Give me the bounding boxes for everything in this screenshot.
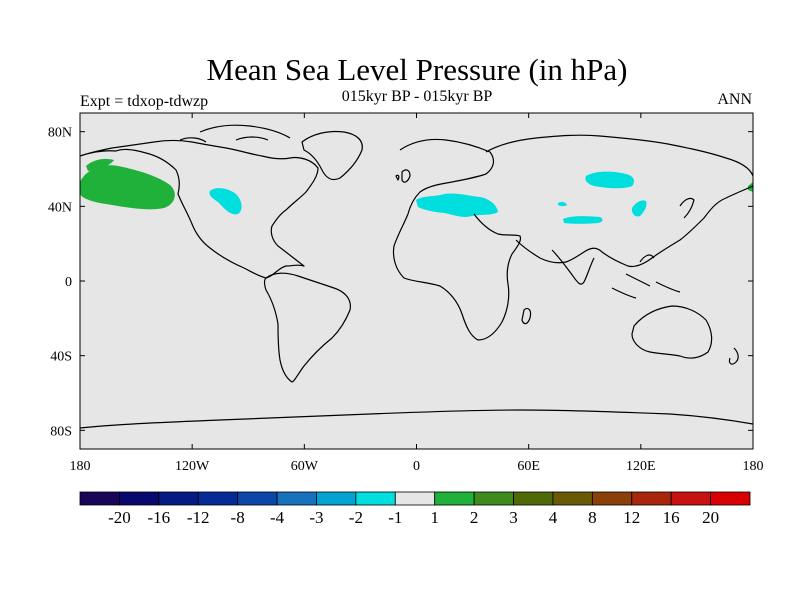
colorbar-label: -20 xyxy=(108,508,131,527)
colorbar-label: -12 xyxy=(187,508,210,527)
colorbar-label: 12 xyxy=(623,508,640,527)
greenland-coastline xyxy=(301,130,363,181)
axis-ticks: 80N 40N 0 40S 80S 180 120W 60W 0 60E 120E 180 xyxy=(48,113,764,474)
colorbar-swatch xyxy=(237,491,278,506)
colorbar-swatch xyxy=(394,491,436,506)
colorbar-swatch xyxy=(434,491,475,506)
colorbar-swatch xyxy=(552,491,593,506)
colorbar-swatch xyxy=(591,491,633,506)
colorbar-label: -4 xyxy=(270,508,285,527)
map-title: Mean Sea Level Pressure (in hPa) xyxy=(206,52,628,87)
arctic-islands-coastline xyxy=(179,124,291,143)
colorbar-label: -3 xyxy=(309,508,323,527)
lon-tick-label: 60W xyxy=(291,459,319,474)
colorbar-swatch xyxy=(316,491,357,506)
lat-tick-label: 80N xyxy=(48,126,72,141)
japan-coastline xyxy=(679,197,695,219)
lat-tick-label: 40S xyxy=(50,350,72,365)
anomaly-central-north-america xyxy=(209,188,242,215)
anomaly-central-asia-small xyxy=(558,201,567,207)
colorbar-label: 4 xyxy=(549,508,558,527)
experiment-label: Expt = tdxop-tdwzp xyxy=(80,93,209,110)
colorbar-label: -8 xyxy=(231,508,245,527)
colorbar-swatch xyxy=(670,491,711,506)
antarctica-coastline xyxy=(79,409,754,429)
anomaly-northeast-china xyxy=(631,200,647,217)
lat-tick-label: 80S xyxy=(50,424,72,439)
lat-tick-label: 0 xyxy=(65,275,72,290)
season-label: ANN xyxy=(717,91,752,108)
colorbar-swatch xyxy=(513,491,554,506)
colorbar-swatch xyxy=(79,491,120,506)
colorbar-label: 8 xyxy=(588,508,597,527)
colorbar-swatch xyxy=(119,491,160,506)
australia-coastline xyxy=(631,305,713,359)
southeast-asia-islands xyxy=(611,254,681,299)
colorbar-label: -2 xyxy=(349,508,363,527)
colorbar-label: 20 xyxy=(702,508,719,527)
map-subtitle: 015kyr BP - 015kyr BP xyxy=(341,88,493,105)
lon-tick-label: 60E xyxy=(517,459,540,474)
anomaly-siberia xyxy=(585,171,634,189)
colorbar-label: 2 xyxy=(470,508,479,527)
colorbar-swatch xyxy=(710,491,751,506)
lon-tick-label: 0 xyxy=(413,459,420,474)
anomaly-europe-black-sea xyxy=(416,193,498,217)
madagascar-coastline xyxy=(521,307,532,325)
asia-coastline xyxy=(485,134,754,268)
anomaly-north-pacific xyxy=(80,165,175,210)
colorbar-swatch xyxy=(276,491,317,506)
south-america-coastline xyxy=(263,272,351,383)
colorbar: -20 -16 -12 -8 -4 -3 -2 -1 1 2 3 4 8 12 16 20 xyxy=(79,491,751,527)
colorbar-swatch xyxy=(197,491,239,506)
lon-tick-label: 120W xyxy=(175,459,210,474)
colorbar-swatch xyxy=(355,491,396,506)
colorbar-label: 1 xyxy=(430,508,439,527)
colorbar-label: 16 xyxy=(663,508,680,527)
europe-africa-coastline xyxy=(392,138,522,341)
colorbar-label: -16 xyxy=(147,508,170,527)
colorbar-label: 3 xyxy=(509,508,518,527)
anomaly-layer xyxy=(80,158,753,224)
anomaly-central-asia xyxy=(563,216,603,224)
lon-tick-label: 120E xyxy=(626,459,656,474)
coastline-layer xyxy=(79,124,754,429)
lon-tick-label: 180 xyxy=(70,459,91,474)
colorbar-swatch xyxy=(631,491,672,506)
new-zealand-coastline xyxy=(728,347,739,365)
colorbar-swatch xyxy=(158,491,199,506)
lon-tick-label: 180 xyxy=(743,459,764,474)
colorbar-swatch xyxy=(473,491,514,506)
north-america-coastline xyxy=(79,139,319,279)
british-isles-coastline xyxy=(395,169,411,183)
anomaly-alaska-coast xyxy=(86,158,114,171)
colorbar-label: -1 xyxy=(388,508,402,527)
india-coastline xyxy=(551,249,595,285)
lat-tick-label: 40N xyxy=(48,200,72,215)
